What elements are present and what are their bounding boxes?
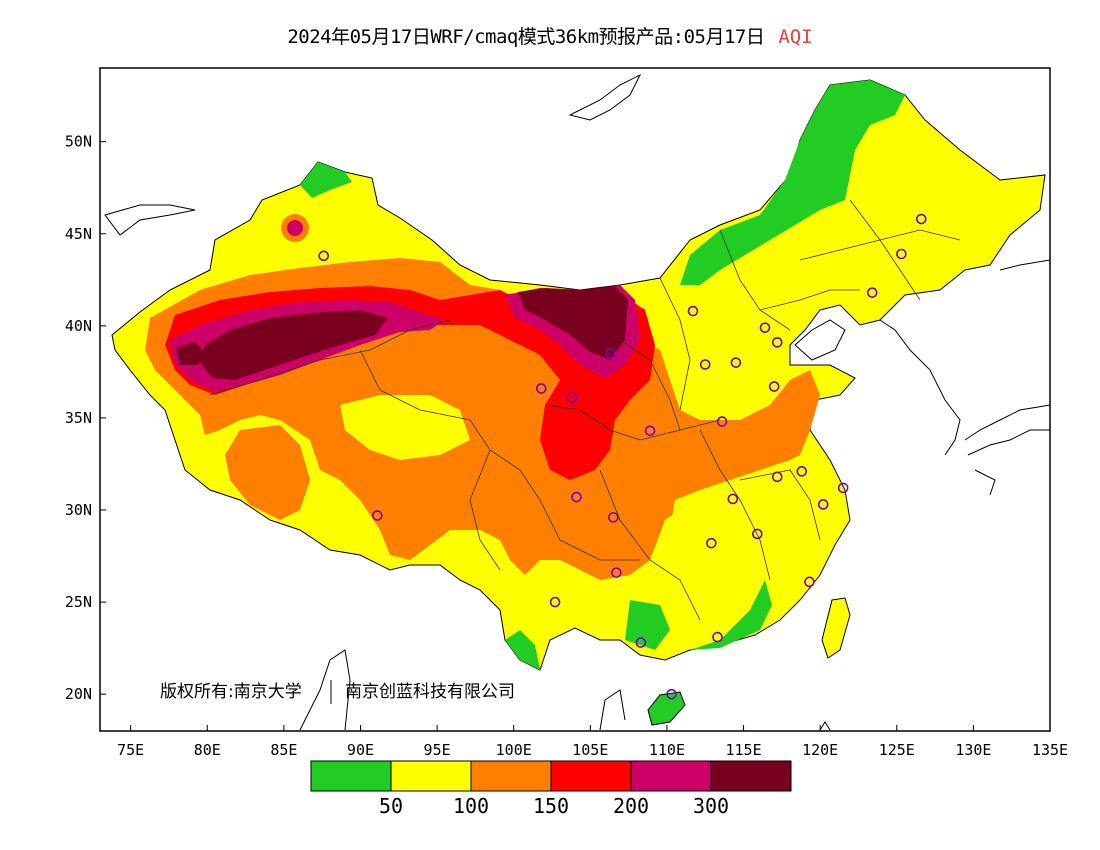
city-station-marker [771,471,783,483]
maroon-spot [176,342,205,365]
colorbar-swatch [710,760,792,792]
y-tick-label: 30N [65,501,92,519]
colorbar-label: 300 [693,794,729,818]
city-station-marker [804,576,815,588]
city-station-marker [817,499,829,510]
x-tick-label: 115E [725,741,761,759]
x-tick-label: 120E [802,741,838,759]
city-station-marker [796,466,808,477]
city-station-marker [372,510,383,521]
x-tick-label: 110E [649,741,685,759]
city-station-marker [896,248,907,260]
city-station-marker [752,528,763,540]
y-tick-label: 20N [65,685,92,703]
city-station-marker [915,213,927,225]
green-region-yunnan [505,630,540,670]
city-station-marker [604,348,616,359]
colorbar-swatch [310,760,392,792]
colorbar-label: 50 [379,794,403,818]
copyright-right: 南京创蓝科技有限公司 [345,682,515,702]
green-region-northwest [300,162,352,198]
yellow-region-central [660,460,800,620]
city-station-marker [866,287,878,298]
colorbar-swatch [550,760,632,792]
y-tick-label: 35N [65,409,92,427]
green-region-south [690,580,772,650]
maroon-region-tarim [200,310,388,380]
y-axis-ticks: 50N 45N 40N 35N 30N 25N 20N [65,133,106,703]
green-region-northeast [680,80,905,285]
neighbor-coastlines [104,73,1050,731]
green-region-guangxi [625,600,670,650]
hainan-island [647,691,686,726]
city-station-marker [635,637,647,648]
city-station-marker [727,493,739,505]
province-boundaries [209,199,961,621]
x-tick-label: 90E [347,741,374,759]
city-station-marker [549,596,561,608]
x-tick-label: 105E [572,741,608,759]
city-station-marker [535,383,547,394]
title-main: 2024年05月17日WRF/cmaq模式36km预报产品:05月17日 [287,26,765,48]
x-axis-ticks: 75E 80E 85E 90E 95E 100E 105E 110E 115E 120E 125E 1… [117,725,1068,759]
maroon-region-ordos [518,286,628,360]
city-station-marker [759,322,771,333]
city-station-marker [716,416,728,427]
city-station-marker [771,337,783,348]
colorbar-label: 200 [613,794,649,818]
colorbar-label: 150 [533,794,569,818]
orange-region-tibet [225,425,310,520]
city-station-marker [318,250,330,262]
x-tick-label: 95E [424,741,451,759]
yellow-region-qinghai [340,395,470,460]
city-station-marker [566,392,578,403]
colorbar-swatch [470,760,552,792]
plot-frame [99,67,1051,732]
city-station-marker [730,357,742,368]
city-station-marker [712,631,723,643]
colorbar-label: 100 [453,794,489,818]
x-tick-label: 125E [879,741,915,759]
x-tick-label: 135E [1032,741,1068,759]
hotspot-magenta [287,220,303,236]
x-tick-label: 80E [194,741,221,759]
city-station-marker [837,482,849,494]
y-tick-label: 40N [65,317,92,335]
map-title: 2024年05月17日WRF/cmaq模式36km预报产品:05月17日 AQI [0,22,1100,49]
city-station-marker [608,512,619,523]
bohai-coast [794,319,846,361]
city-station-marker [768,381,780,392]
map-area: 版权所有:南京大学 南京创蓝科技有限公司 [104,73,1050,731]
y-tick-label: 25N [65,593,92,611]
colorbar-swatch [390,760,472,792]
x-tick-label: 100E [496,741,532,759]
city-station-marker [644,425,656,437]
x-tick-label: 130E [955,741,991,759]
city-station-marker [706,537,717,549]
title-variable: AQI [778,26,813,48]
taiwan-island [821,597,851,659]
copyright-left: 版权所有:南京大学 [160,682,302,702]
y-tick-label: 45N [65,225,92,243]
city-station-marker [687,305,699,317]
city-station-marker [699,359,711,370]
colorbar: 50 100 150 200 300 [310,760,792,818]
x-tick-label: 75E [117,741,144,759]
x-tick-label: 85E [270,741,297,759]
city-station-marker [611,567,622,578]
station-markers [318,213,927,700]
colorbar-swatch [630,760,712,792]
city-station-marker [666,688,677,700]
y-tick-label: 50N [65,133,92,151]
city-station-marker [571,491,582,503]
